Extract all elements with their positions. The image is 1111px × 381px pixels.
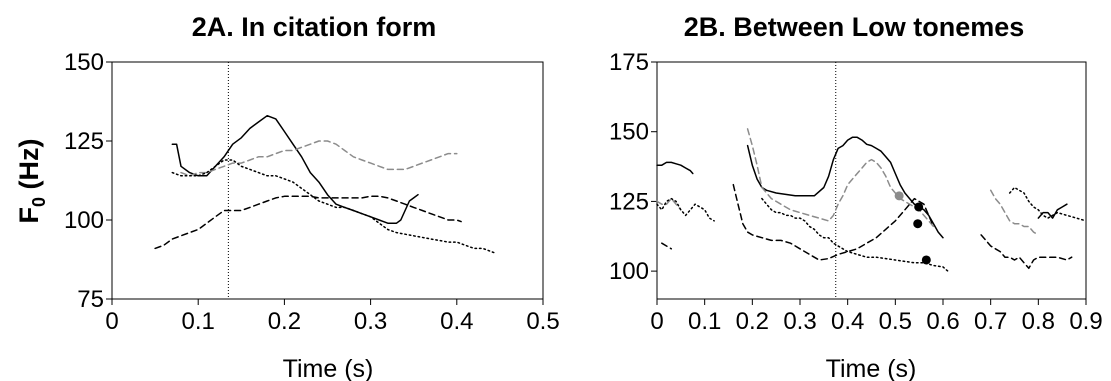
series-dashed-line bbox=[661, 242, 673, 250]
data-point-marker bbox=[913, 219, 923, 229]
y-tick-label: 150 bbox=[609, 119, 649, 146]
x-tick-label: 0.5 bbox=[526, 308, 559, 335]
series-dotted-line bbox=[656, 197, 715, 222]
series-dotted-line bbox=[171, 159, 497, 254]
x-tick-label: 0.3 bbox=[783, 308, 816, 335]
panel-2b-y-axis: 100 125 150 175 bbox=[609, 49, 657, 285]
x-tick-label: 0.2 bbox=[268, 308, 301, 335]
panel-2b: 2B. Between Low tonemes 100 125 150 175 0 0.… bbox=[609, 12, 1103, 381]
x-tick-label: 0.8 bbox=[1022, 308, 1055, 335]
series-dotted-line bbox=[761, 197, 949, 272]
panel-2a-x-axis-label: Time (s) bbox=[283, 355, 374, 381]
x-tick-label: 0.4 bbox=[440, 308, 473, 335]
panel-2a-y-axis-label: F0 (Hz) bbox=[14, 139, 49, 224]
panel-2a-x-axis: 0 0.1 0.2 0.3 0.4 0.5 bbox=[105, 299, 560, 335]
series-solid-line bbox=[1037, 203, 1068, 219]
y-label-symbol: F bbox=[14, 207, 44, 224]
data-point-marker bbox=[914, 202, 924, 212]
x-tick-label: 0.4 bbox=[831, 308, 864, 335]
panel-2b-plot-frame bbox=[656, 61, 1087, 300]
x-tick-label: 0 bbox=[650, 308, 663, 335]
panel-2a: 2A. In citation form 75 100 125 150 0 0.1 0.2… bbox=[14, 12, 560, 381]
y-tick-label: 175 bbox=[609, 49, 649, 76]
panel-2b-series bbox=[656, 128, 1087, 272]
x-tick-label: 0.7 bbox=[974, 308, 1007, 335]
y-tick-label: 75 bbox=[77, 286, 104, 313]
data-point-marker bbox=[921, 255, 931, 265]
panel-2b-x-axis: 0 0.1 0.2 0.3 0.4 0.5 0.6 0.7 0.8 0.9 bbox=[650, 299, 1103, 335]
y-tick-label: 125 bbox=[64, 128, 104, 155]
y-label-unit: (Hz) bbox=[14, 139, 44, 197]
panel-2b-x-axis-label: Time (s) bbox=[826, 355, 917, 381]
series-solid-line bbox=[656, 161, 694, 175]
y-tick-label: 125 bbox=[609, 188, 649, 215]
y-tick-label: 100 bbox=[609, 258, 649, 285]
series-dashed-line bbox=[989, 189, 1040, 236]
series-solid-line bbox=[171, 114, 419, 224]
y-label-subscript: 0 bbox=[29, 197, 49, 207]
x-tick-label: 0.9 bbox=[1069, 308, 1102, 335]
panel-2a-plot-frame bbox=[111, 61, 544, 300]
x-tick-label: 0.1 bbox=[182, 308, 215, 335]
panel-2a-series bbox=[154, 114, 497, 254]
x-tick-label: 0.6 bbox=[926, 308, 959, 335]
data-point-marker bbox=[894, 191, 904, 201]
panel-2a-y-axis: 75 100 125 150 bbox=[64, 49, 112, 313]
panel-2b-title: 2B. Between Low tonemes bbox=[684, 12, 1025, 42]
series-dashed-line bbox=[732, 183, 935, 261]
series-dotted-line bbox=[1008, 186, 1087, 222]
x-tick-label: 0.2 bbox=[736, 308, 769, 335]
series-dashed-line bbox=[180, 140, 458, 177]
y-tick-label: 100 bbox=[64, 207, 104, 234]
x-tick-label: 0.1 bbox=[688, 308, 721, 335]
panel-2a-title: 2A. In citation form bbox=[192, 12, 437, 42]
series-dashed-line bbox=[746, 128, 935, 228]
panel-2b-markers bbox=[894, 191, 931, 265]
series-dashed-line bbox=[154, 195, 462, 250]
series-dashed-line bbox=[980, 234, 1073, 270]
x-tick-label: 0.5 bbox=[879, 308, 912, 335]
series-dashed-line bbox=[656, 197, 682, 211]
y-tick-label: 150 bbox=[64, 49, 104, 76]
x-tick-label: 0.3 bbox=[354, 308, 387, 335]
x-tick-label: 0 bbox=[105, 308, 118, 335]
